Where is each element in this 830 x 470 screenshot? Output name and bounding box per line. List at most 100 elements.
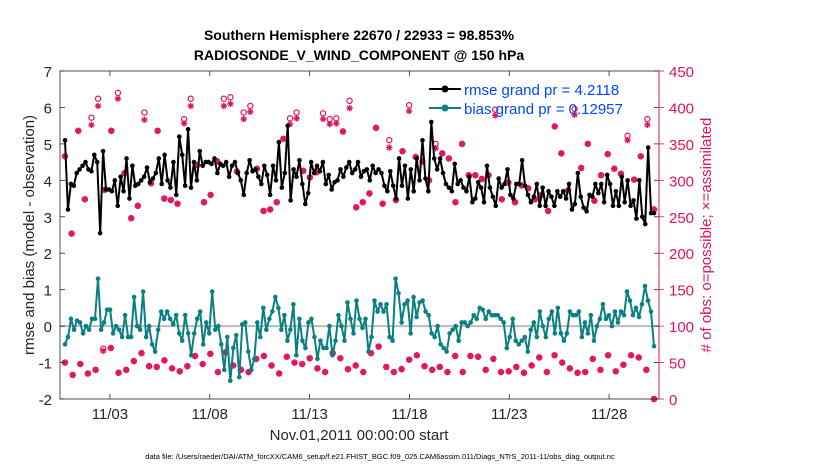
bias-point [645, 298, 651, 303]
obs-assimilated-marker [398, 365, 405, 373]
bias-point [176, 331, 182, 336]
obs-assimilated-marker [627, 352, 635, 359]
bias-point [315, 356, 320, 362]
rmse-point [534, 181, 540, 187]
bias-point [561, 338, 567, 343]
rmse-point [598, 181, 604, 187]
rmse-point [458, 178, 463, 183]
rmse-point [546, 188, 551, 194]
rmse-point [379, 170, 384, 176]
rmse-point [596, 190, 601, 196]
bias-point [522, 334, 528, 340]
rmse-point [256, 174, 261, 179]
legend-bias-label: bias grand pr = 0.12957 [464, 101, 623, 118]
obs-assimilated-marker [240, 115, 247, 123]
bias-point [62, 342, 68, 347]
rmse-point [423, 176, 428, 181]
rmse-point [607, 181, 613, 187]
bias-point [564, 331, 570, 336]
obs-assimilated-marker [187, 102, 194, 110]
bias-point [519, 338, 525, 343]
rmse-point [270, 163, 276, 169]
rmse-point [525, 192, 531, 198]
bias-point [255, 320, 260, 325]
y-right-tick-label: 250 [669, 210, 694, 227]
bias-point [270, 309, 275, 314]
bias-point [435, 323, 440, 329]
rmse-point [176, 134, 182, 139]
obs-assimilated-marker [444, 368, 451, 376]
rmse-point [285, 123, 291, 128]
rmse-point [428, 119, 434, 125]
obs-assimilated-marker [439, 150, 446, 157]
y-left-tick-label: -1 [39, 356, 52, 373]
obs-assimilated-marker [168, 365, 176, 372]
bias-point [363, 316, 368, 322]
rmse-point [80, 163, 85, 169]
rmse-point [446, 185, 452, 190]
bias-point [146, 323, 152, 329]
rmse-point [426, 188, 431, 194]
obs-assimilated-marker [122, 366, 130, 374]
rmse-point [478, 185, 484, 190]
rmse-point [502, 181, 507, 187]
obs-possible-marker [346, 97, 353, 105]
obs-assimilated-marker [366, 190, 373, 197]
rmse-point [91, 152, 97, 158]
obs-possible-marker [319, 110, 327, 117]
rmse-point [578, 194, 584, 200]
rmse-point [511, 196, 516, 201]
rmse-point [355, 159, 361, 165]
rmse-point [631, 198, 636, 203]
bias-point [531, 320, 537, 325]
bias-point [306, 320, 311, 325]
bias-point [209, 289, 215, 294]
rmse-point [475, 179, 481, 185]
bias-point [543, 334, 549, 340]
bias-point [191, 331, 197, 336]
rmse-point [493, 203, 499, 209]
obs-assimilated-marker [145, 363, 153, 370]
rmse-point [522, 183, 528, 189]
rmse-point [71, 183, 77, 189]
obs-assimilated-marker [88, 121, 95, 129]
y-left-tick-label: 2 [44, 246, 52, 263]
obs-assimilated-marker [346, 104, 353, 112]
bias-point [354, 298, 359, 303]
rmse-point [472, 196, 478, 201]
rmse-point [414, 156, 419, 161]
rmse-point [174, 192, 179, 198]
bias-point [230, 345, 236, 351]
obs-assimilated-marker [107, 344, 115, 352]
rmse-point [326, 172, 332, 178]
bias-point [540, 323, 546, 329]
obs-possible-marker [94, 95, 102, 102]
rmse-point [408, 167, 414, 172]
bias-point [450, 327, 455, 333]
bias-point [456, 338, 461, 343]
bias-point [167, 316, 173, 322]
bias-point [471, 312, 476, 318]
bias-point [573, 312, 579, 318]
obs-possible-marker [571, 105, 578, 113]
rmse-point [244, 170, 249, 176]
bias-point [134, 323, 140, 329]
bias-point [555, 305, 561, 311]
rmse-point [581, 205, 586, 210]
bias-point [627, 298, 633, 303]
bias-point [513, 338, 519, 343]
bias-point [158, 309, 164, 314]
obs-possible-marker [88, 114, 95, 121]
bias-point [342, 338, 347, 343]
rmse-point [528, 199, 534, 205]
bias-point [282, 312, 287, 318]
rmse-point [215, 170, 220, 176]
bias-point [80, 331, 86, 336]
bias-point [107, 307, 113, 313]
rmse-point [385, 188, 390, 194]
bias-point [182, 312, 188, 318]
y-right-tick-label: 300 [669, 173, 694, 190]
bias-point [137, 327, 143, 333]
obs-assimilated-marker [298, 360, 306, 368]
bias-point [246, 349, 251, 354]
